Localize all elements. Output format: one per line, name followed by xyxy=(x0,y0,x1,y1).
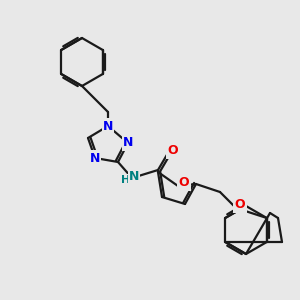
Text: O: O xyxy=(235,199,245,212)
Text: H: H xyxy=(122,175,130,185)
Text: N: N xyxy=(129,169,139,182)
Text: N: N xyxy=(103,119,113,133)
Text: N: N xyxy=(90,152,100,164)
Text: O: O xyxy=(168,145,178,158)
Text: O: O xyxy=(179,176,189,190)
Text: N: N xyxy=(123,136,133,149)
